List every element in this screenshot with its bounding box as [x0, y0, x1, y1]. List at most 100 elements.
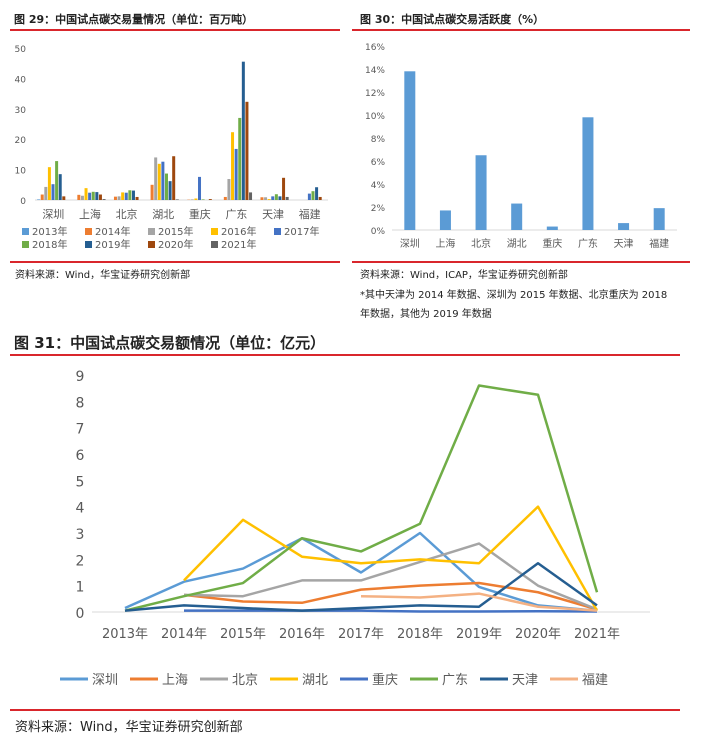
legend-swatch [85, 228, 92, 235]
legend-label: 2013年 [32, 225, 67, 238]
bar [150, 184, 154, 200]
legend-label: 2021年 [221, 238, 256, 251]
legend-label: 广东 [442, 673, 468, 688]
bar [260, 197, 264, 200]
legend-swatch [22, 241, 29, 248]
legend-label: 2018年 [32, 238, 67, 251]
y-tick-label: 12% [365, 89, 385, 99]
series-line [183, 542, 598, 611]
y-tick-label: 40 [15, 75, 27, 85]
series-line [124, 384, 599, 612]
y-tick-label: 0% [371, 227, 386, 237]
x-tick-label: 2017年 [338, 627, 384, 642]
bar [62, 196, 66, 200]
legend-swatch [211, 241, 218, 248]
bar [439, 210, 451, 230]
y-tick-label: 9 [76, 369, 85, 385]
y-tick-label: 2% [371, 204, 386, 214]
legend-swatch [148, 241, 155, 248]
y-tick-label: 7 [76, 422, 85, 438]
y-tick-label: 0 [20, 197, 26, 207]
bar [161, 161, 165, 200]
bar [128, 190, 132, 200]
bar [511, 203, 523, 230]
bar [84, 188, 88, 200]
y-tick-label: 16% [365, 43, 385, 53]
bar [98, 194, 102, 200]
legend-label: 上海 [162, 673, 188, 688]
fig29-title: 图 29：中国试点碳交易量情况（单位：百万吨） [14, 13, 254, 26]
divider [10, 709, 680, 711]
y-tick-label: 10 [15, 167, 27, 177]
fig31-chart: 0 1 2 3 4 5 6 7 8 9 2013年 2014年 2015年 2016年 2017年 2018年… [60, 369, 650, 688]
bar [88, 192, 92, 200]
x-tick-label: 北京 [116, 207, 138, 221]
divider [10, 354, 680, 356]
x-tick-label: 天津 [262, 208, 284, 221]
bar [77, 194, 81, 200]
x-tick-label: 2020年 [515, 627, 561, 642]
x-tick-label: 广东 [225, 208, 247, 221]
x-tick-label: 深圳 [400, 238, 420, 250]
bar [172, 156, 176, 200]
bar [231, 132, 235, 200]
x-tick-label: 福建 [649, 237, 669, 250]
bar [285, 196, 289, 200]
legend-label: 天津 [512, 673, 538, 688]
series-line [183, 581, 598, 611]
series-line [124, 562, 598, 612]
bar [80, 195, 84, 200]
y-tick-label: 20 [15, 136, 27, 146]
bar [154, 157, 158, 200]
fig30-note: *其中天津为 2014 年数据、深圳为 2015 年数据、北京重庆为 2018 [360, 290, 668, 301]
x-tick-label: 重庆 [189, 207, 211, 221]
y-tick-label: 4 [76, 501, 85, 517]
y-tick-label: 1 [76, 580, 85, 596]
y-tick-label: 6% [371, 158, 386, 168]
bar [267, 199, 271, 200]
legend-swatch [22, 228, 29, 235]
bar [168, 181, 172, 200]
bar [201, 199, 205, 200]
series-line [360, 592, 598, 612]
fig31-source: 资料来源：Wind，华宝证券研究创新部 [15, 720, 243, 735]
divider [10, 29, 340, 31]
bar [44, 186, 48, 200]
divider [352, 29, 690, 31]
x-tick-label: 湖北 [152, 208, 174, 221]
bar [475, 155, 487, 230]
y-tick-label: 14% [365, 66, 385, 76]
bar [249, 192, 253, 200]
bar [40, 194, 44, 200]
bar [58, 174, 62, 200]
y-tick-label: 30 [15, 106, 27, 116]
legend-label: 福建 [582, 673, 608, 688]
fig29-source: 资料来源：Wind，华宝证券研究创新部 [15, 270, 191, 281]
y-tick-label: 4% [371, 181, 386, 191]
legend-label: 2016年 [221, 225, 256, 238]
bar [318, 196, 322, 200]
divider [352, 261, 690, 263]
divider [10, 261, 340, 263]
y-tick-label: 10% [365, 112, 385, 122]
fig30-title: 图 30：中国试点碳交易活跃度（%） [360, 13, 545, 26]
y-tick-label: 2 [76, 553, 85, 569]
bar [190, 199, 194, 200]
bar [164, 173, 168, 200]
bar [51, 184, 55, 200]
bar [315, 187, 319, 200]
legend-swatch [274, 228, 281, 235]
bar [121, 192, 125, 200]
fig30-chart: 0% 2% 4% 6% 8% 10% 12% 14% 16% 深圳 上海 北京 湖北 重庆 广东 天津 福建 [365, 43, 677, 250]
bar [274, 194, 278, 200]
bar [227, 179, 231, 200]
bar [264, 197, 268, 200]
x-tick-label: 湖北 [507, 238, 527, 250]
bar [271, 196, 275, 200]
legend-label: 2019年 [95, 238, 130, 251]
bar [91, 191, 95, 200]
x-tick-label: 2014年 [161, 627, 207, 642]
fig31-title: 图 31：中国试点碳交易额情况（单位：亿元） [14, 334, 326, 352]
bar [234, 148, 238, 200]
